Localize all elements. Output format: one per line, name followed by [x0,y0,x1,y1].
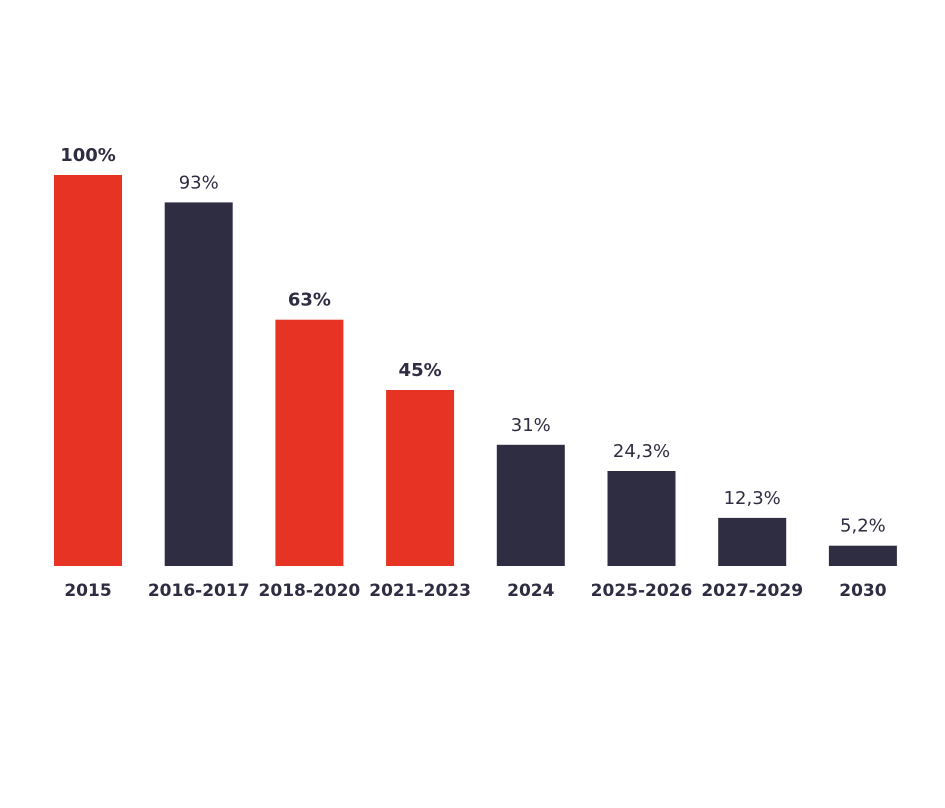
category-label-2018-2020: 2018-2020 [259,581,361,601]
value-label-2021-2023: 45% [399,360,442,381]
bar-2027-2029 [718,517,787,566]
value-label-2018-2020: 63% [288,290,331,311]
value-label-2030: 5,2% [840,516,886,537]
value-label-2027-2029: 12,3% [724,488,781,509]
bar-2024 [496,444,565,566]
category-label-2015: 2015 [64,581,111,601]
bar-2025-2026 [607,471,676,566]
category-label-2016-2017: 2016-2017 [148,581,250,601]
bar-2030 [828,545,897,566]
value-label-2024: 31% [511,415,551,436]
bar-2018-2020 [275,319,344,566]
category-label-2025-2026: 2025-2026 [591,581,693,601]
bar-2016-2017 [164,202,233,566]
value-label-2015: 100% [60,145,116,166]
value-label-2025-2026: 24,3% [613,441,670,462]
category-label-2027-2029: 2027-2029 [701,581,803,601]
category-label-2030: 2030 [839,581,886,601]
bar-2021-2023 [386,390,455,566]
value-label-2016-2017: 93% [179,172,219,193]
bar-2015 [54,175,122,566]
category-label-2021-2023: 2021-2023 [369,581,471,601]
category-label-2024: 2024 [507,581,554,601]
